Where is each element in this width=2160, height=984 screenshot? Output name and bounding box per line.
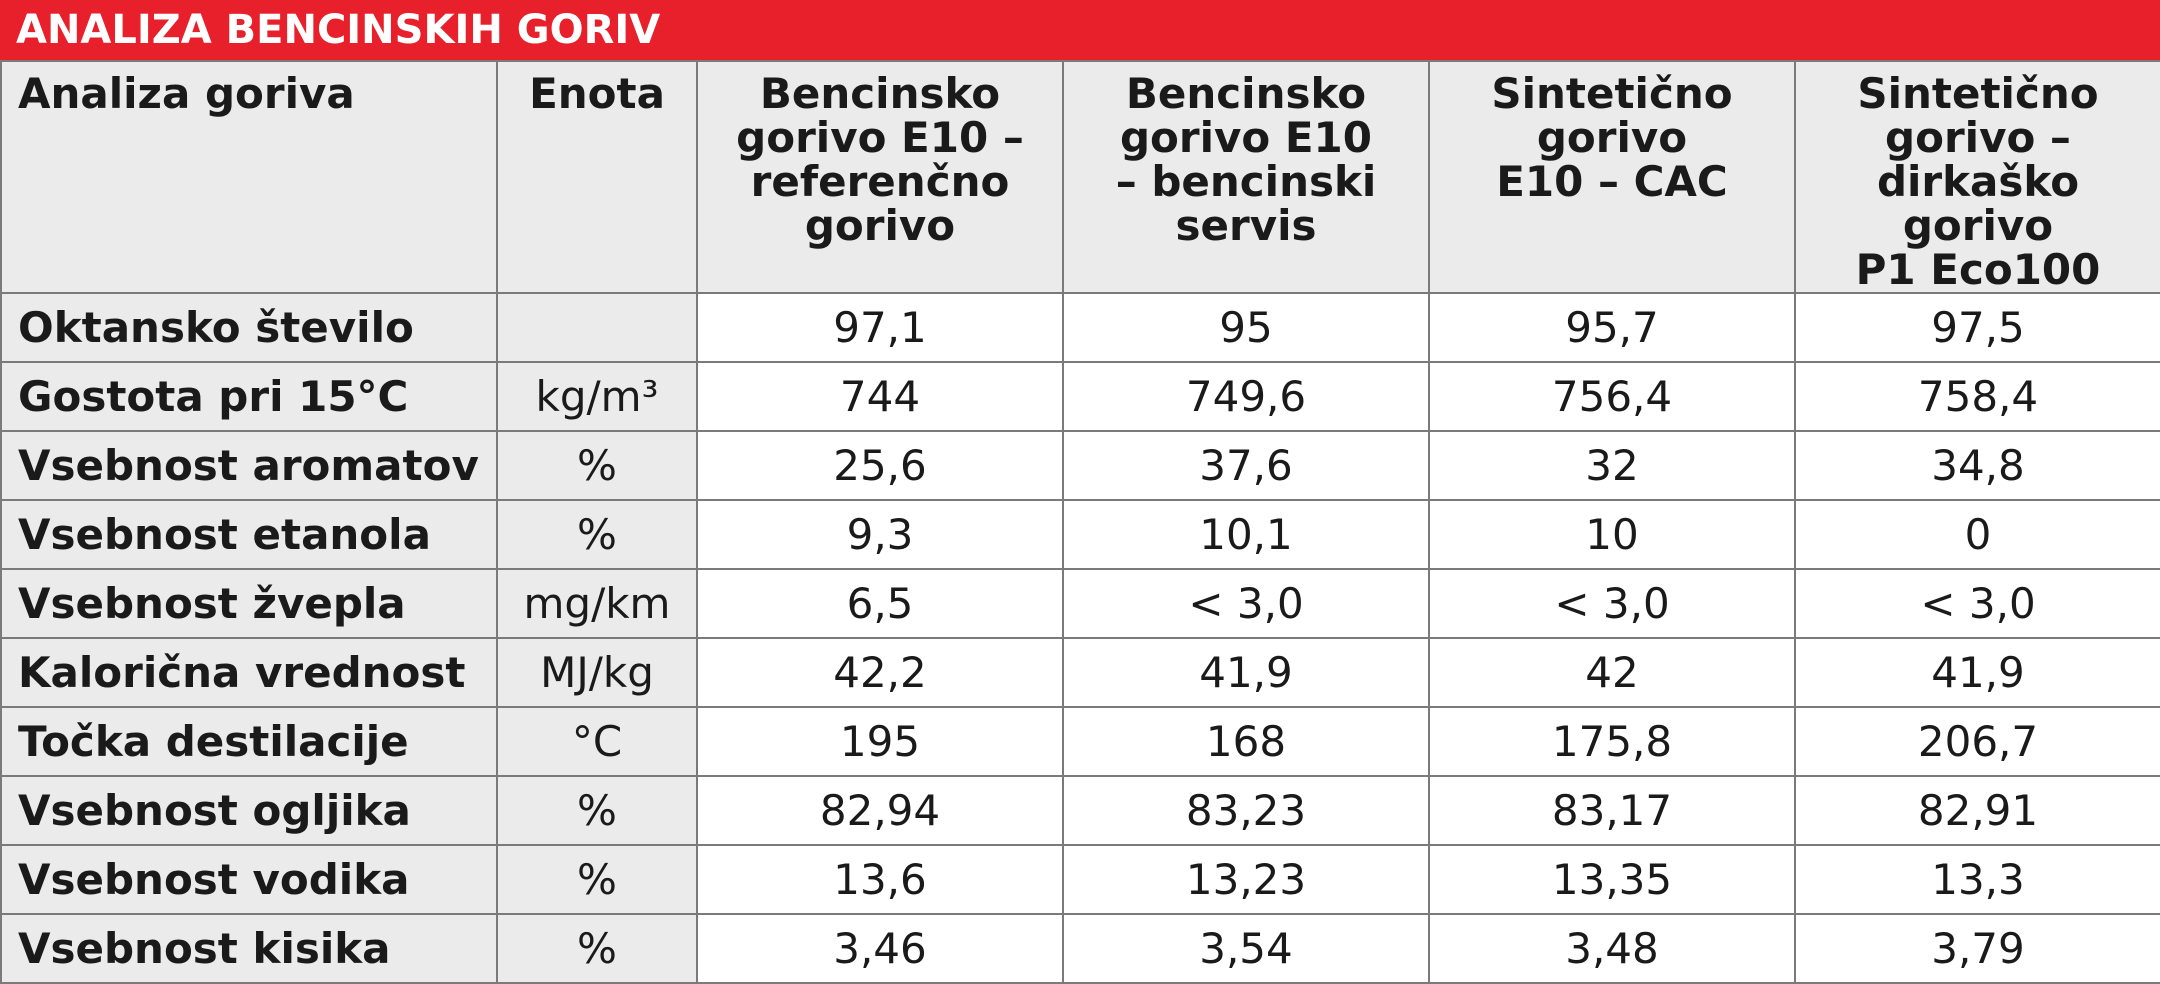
- value-cell: < 3,0: [1428, 568, 1796, 639]
- unit-cell: [496, 292, 698, 363]
- row-label: Vsebnost žvepla: [0, 568, 498, 639]
- row-label: Vsebnost etanola: [0, 499, 498, 570]
- value-cell: 37,6: [1062, 430, 1430, 501]
- unit-cell: MJ/kg: [496, 637, 698, 708]
- value-cell: 82,91: [1794, 775, 2160, 846]
- value-cell: 34,8: [1794, 430, 2160, 501]
- table-row: Vsebnost ogljika % 82,94 83,23 83,17 82,…: [0, 775, 2160, 846]
- value-cell: 9,3: [696, 499, 1064, 570]
- value-cell: 82,94: [696, 775, 1064, 846]
- header-cell-unit: Enota: [496, 60, 698, 294]
- row-label: Vsebnost aromatov: [0, 430, 498, 501]
- table-row: Vsebnost etanola % 9,3 10,1 10 0: [0, 499, 2160, 570]
- table-row: Vsebnost vodika % 13,6 13,23 13,35 13,3: [0, 844, 2160, 915]
- value-cell: 175,8: [1428, 706, 1796, 777]
- value-cell: < 3,0: [1794, 568, 2160, 639]
- table-row: Točka destilacije °C 195 168 175,8 206,7: [0, 706, 2160, 777]
- value-cell: 744: [696, 361, 1064, 432]
- unit-cell: °C: [496, 706, 698, 777]
- row-label: Vsebnost vodika: [0, 844, 498, 915]
- unit-cell: %: [496, 499, 698, 570]
- title-bar: ANALIZA BENCINSKIH GORIV: [0, 0, 2160, 60]
- unit-cell: %: [496, 775, 698, 846]
- value-cell: 41,9: [1062, 637, 1430, 708]
- unit-cell: mg/km: [496, 568, 698, 639]
- value-cell: 0: [1794, 499, 2160, 570]
- table-title: ANALIZA BENCINSKIH GORIV: [16, 7, 661, 53]
- value-cell: 13,35: [1428, 844, 1796, 915]
- value-cell: 10,1: [1062, 499, 1430, 570]
- value-cell: 95: [1062, 292, 1430, 363]
- value-cell: 168: [1062, 706, 1430, 777]
- table-row: Vsebnost kisika % 3,46 3,54 3,48 3,79: [0, 913, 2160, 984]
- value-cell: 32: [1428, 430, 1796, 501]
- table-row: Gostota pri 15°C kg/m³ 744 749,6 756,4 7…: [0, 361, 2160, 432]
- value-cell: 95,7: [1428, 292, 1796, 363]
- value-cell: 206,7: [1794, 706, 2160, 777]
- fuel-analysis-table: Analiza goriva Enota Bencinsko gorivo E1…: [0, 60, 2160, 984]
- value-cell: 41,9: [1794, 637, 2160, 708]
- value-cell: 42,2: [696, 637, 1064, 708]
- unit-cell: %: [496, 430, 698, 501]
- header-cell-fuel-reference: Bencinsko gorivo E10 – referenčno gorivo: [696, 60, 1064, 294]
- header-cell-synthetic-racing: Sintetično gorivo – dirkaško gorivo P1 E…: [1794, 60, 2160, 294]
- row-label: Vsebnost ogljika: [0, 775, 498, 846]
- table-row: Vsebnost aromatov % 25,6 37,6 32 34,8: [0, 430, 2160, 501]
- row-label: Kalorična vrednost: [0, 637, 498, 708]
- value-cell: 25,6: [696, 430, 1064, 501]
- value-cell: 756,4: [1428, 361, 1796, 432]
- value-cell: 13,23: [1062, 844, 1430, 915]
- value-cell: 83,17: [1428, 775, 1796, 846]
- table-row: Kalorična vrednost MJ/kg 42,2 41,9 42 41…: [0, 637, 2160, 708]
- value-cell: 6,5: [696, 568, 1064, 639]
- value-cell: 195: [696, 706, 1064, 777]
- value-cell: 3,79: [1794, 913, 2160, 984]
- header-row: Analiza goriva Enota Bencinsko gorivo E1…: [0, 60, 2160, 294]
- value-cell: 3,46: [696, 913, 1064, 984]
- value-cell: 13,3: [1794, 844, 2160, 915]
- row-label: Vsebnost kisika: [0, 913, 498, 984]
- row-label: Točka destilacije: [0, 706, 498, 777]
- value-cell: 13,6: [696, 844, 1064, 915]
- row-label: Gostota pri 15°C: [0, 361, 498, 432]
- value-cell: 3,48: [1428, 913, 1796, 984]
- header-cell-analysis: Analiza goriva: [0, 60, 498, 294]
- value-cell: 749,6: [1062, 361, 1430, 432]
- value-cell: 758,4: [1794, 361, 2160, 432]
- table-row: Vsebnost žvepla mg/km 6,5 < 3,0 < 3,0 < …: [0, 568, 2160, 639]
- value-cell: 83,23: [1062, 775, 1430, 846]
- value-cell: 3,54: [1062, 913, 1430, 984]
- value-cell: 10: [1428, 499, 1796, 570]
- value-cell: 97,5: [1794, 292, 2160, 363]
- value-cell: 42: [1428, 637, 1796, 708]
- unit-cell: %: [496, 844, 698, 915]
- row-label: Oktansko število: [0, 292, 498, 363]
- table-row: Oktansko število 97,1 95 95,7 97,5: [0, 292, 2160, 363]
- unit-cell: kg/m³: [496, 361, 698, 432]
- header-cell-fuel-station: Bencinsko gorivo E10 – bencinski servis: [1062, 60, 1430, 294]
- value-cell: < 3,0: [1062, 568, 1430, 639]
- header-cell-synthetic-cac: Sintetično gorivo E10 – CAC: [1428, 60, 1796, 294]
- unit-cell: %: [496, 913, 698, 984]
- value-cell: 97,1: [696, 292, 1064, 363]
